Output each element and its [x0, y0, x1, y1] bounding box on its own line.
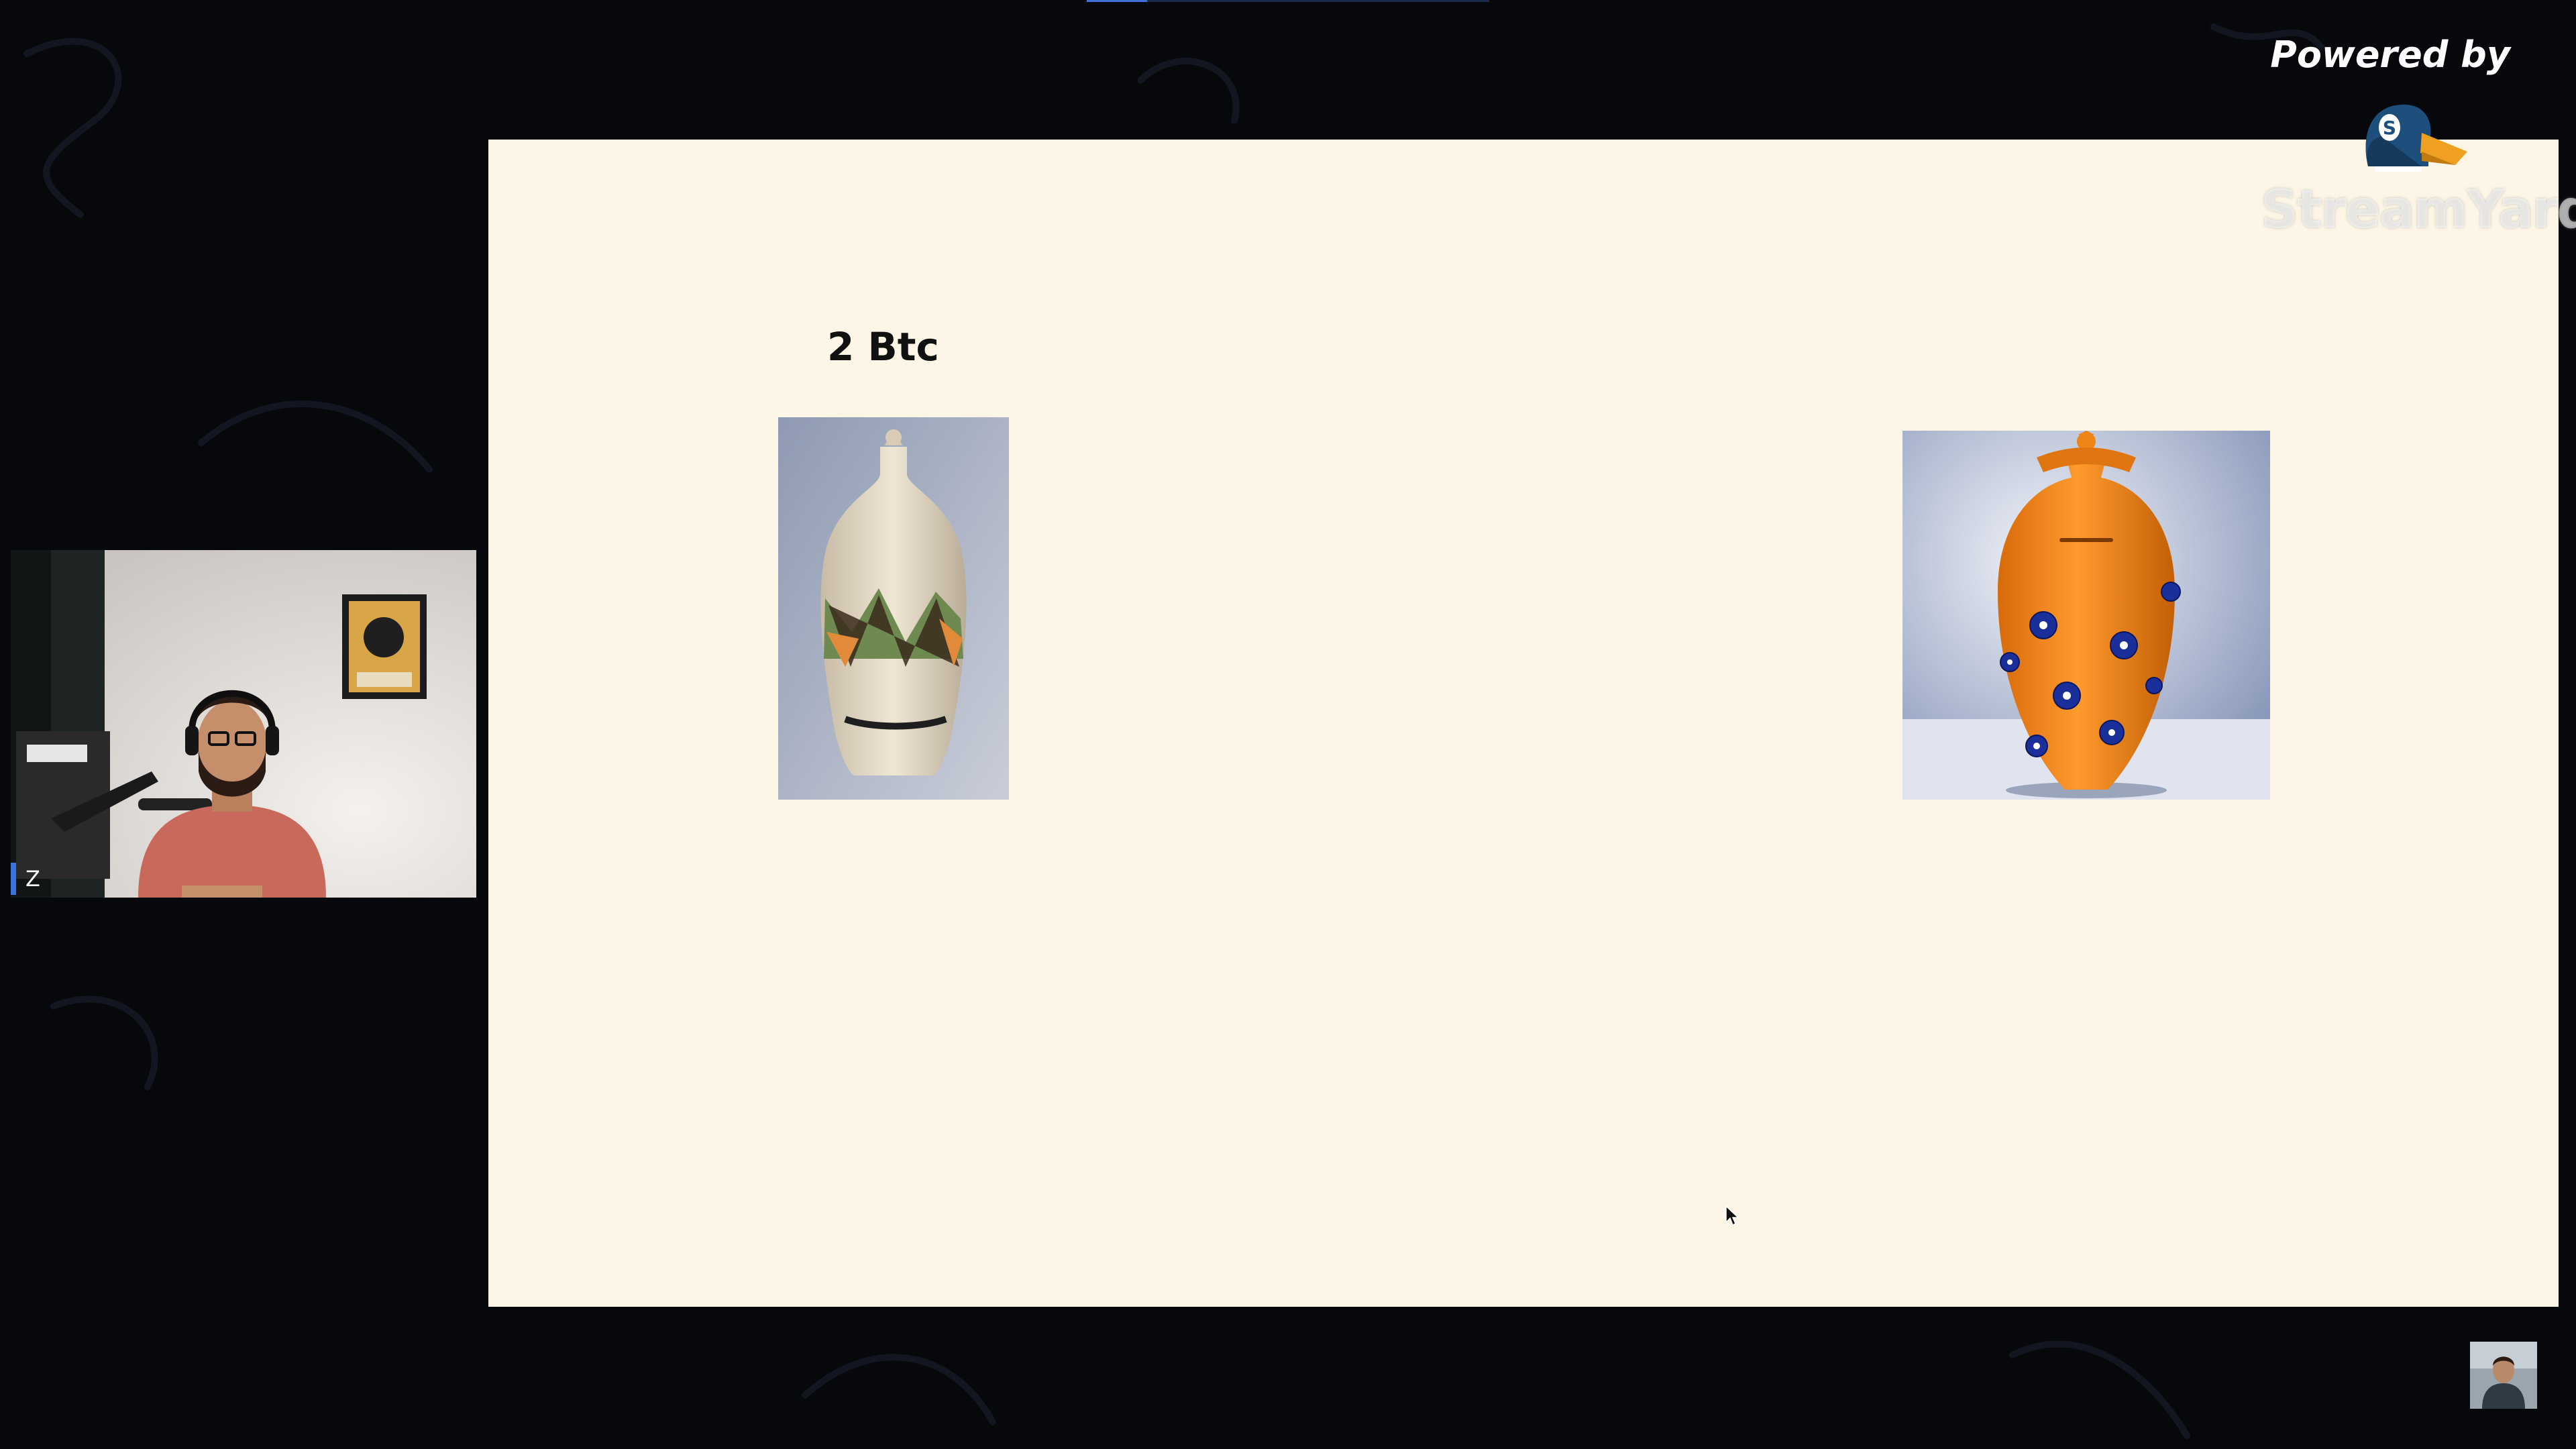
svg-text:S: S: [2383, 117, 2396, 139]
avatar: [2470, 1342, 2537, 1409]
mouse-cursor-icon: [1725, 1205, 1739, 1226]
participant-thumbnail[interactable]: [2470, 1342, 2537, 1409]
orange-vase-image: [1902, 431, 2270, 800]
powered-by-label: Powered by: [2270, 34, 2510, 76]
slide-label: 2 Btc: [827, 324, 939, 370]
progress-fill: [1087, 0, 1147, 2]
participant-video[interactable]: Z: [11, 550, 476, 898]
shared-slide: 2 Btc: [488, 140, 2559, 1307]
participant-video-frame: [11, 550, 476, 898]
cream-vase-image: [778, 417, 1009, 800]
top-progress-bar: [1087, 0, 1489, 2]
streamyard-duck-logo-icon: S: [2365, 104, 2467, 172]
streamyard-wordmark: StreamYard: [2261, 180, 2576, 240]
participant-name-tag: Z: [11, 860, 68, 898]
